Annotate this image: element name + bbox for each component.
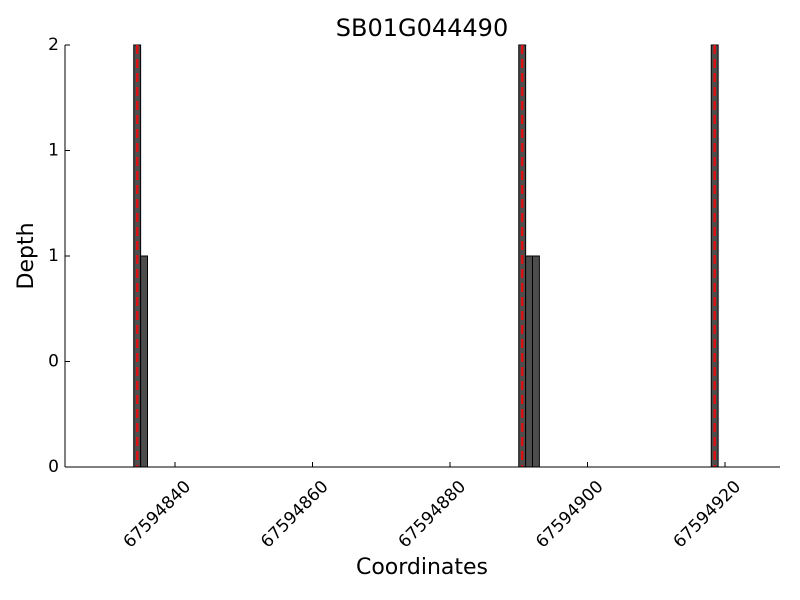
y-axis-label: Depth: [14, 222, 39, 289]
chart-title: SB01G044490: [336, 14, 508, 42]
x-tick-label: 67594900: [532, 477, 607, 552]
x-axis-label: Coordinates: [356, 555, 488, 580]
y-tick-label: 1: [48, 141, 59, 161]
x-tick-label: 67594920: [670, 477, 745, 552]
y-tick-label: 2: [48, 35, 59, 55]
y-tick-label: 0: [48, 352, 59, 372]
y-tick-label: 0: [48, 457, 59, 477]
x-tick-label: 67594880: [395, 477, 470, 552]
bar: [525, 255, 533, 468]
x-tick-label: 67594860: [257, 477, 332, 552]
y-tick-label: 1: [48, 246, 59, 266]
bar: [532, 255, 540, 468]
bar: [140, 255, 148, 468]
x-tick-label: 67594840: [120, 477, 195, 552]
